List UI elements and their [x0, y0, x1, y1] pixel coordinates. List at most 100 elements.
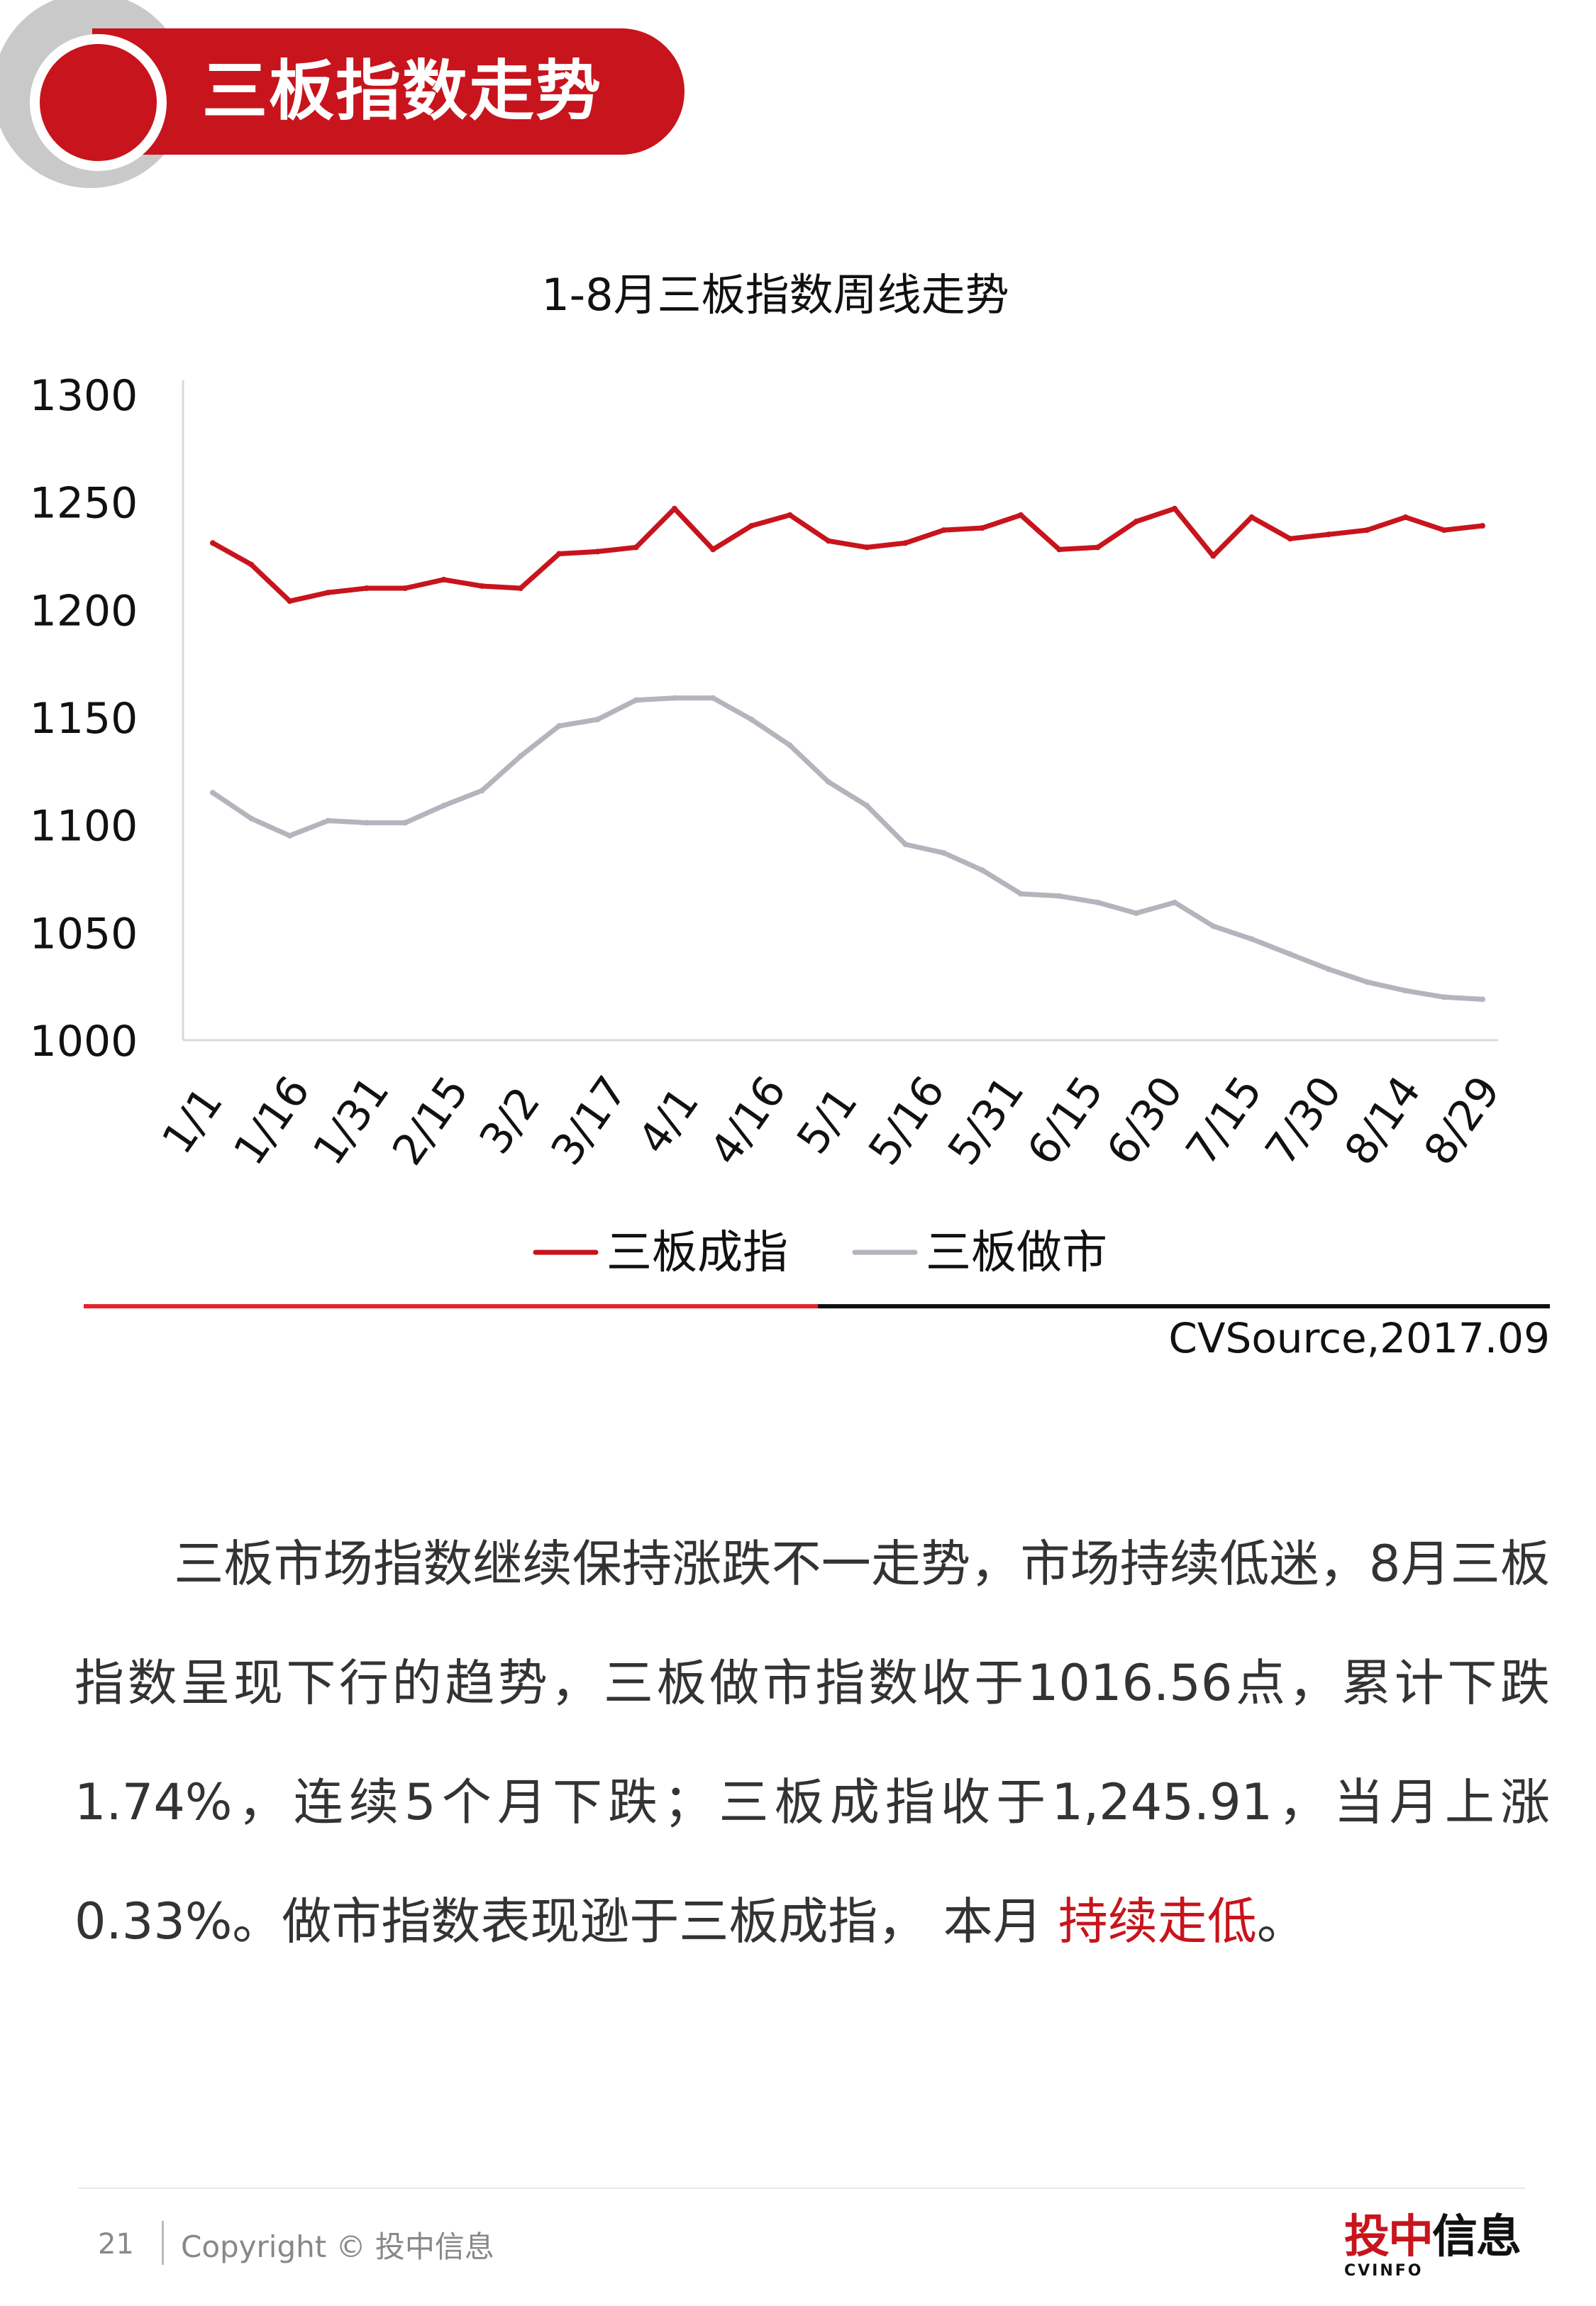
data-point	[1480, 523, 1485, 529]
y-tick-label: 1050	[30, 909, 138, 959]
x-tick-label: 1/16	[224, 1067, 320, 1174]
x-tick-label: 5/1	[787, 1078, 868, 1163]
chart-title: 1-8月三板指数周线走势	[541, 269, 1009, 321]
data-point	[1133, 518, 1139, 524]
data-point	[1287, 951, 1293, 957]
data-point	[1095, 899, 1101, 905]
data-point	[748, 523, 755, 529]
x-tick-label: 8/14	[1335, 1067, 1431, 1174]
data-point	[1402, 988, 1409, 994]
data-point	[979, 525, 985, 531]
data-point	[1018, 512, 1024, 518]
y-tick-label: 1150	[30, 694, 138, 744]
data-point	[1480, 996, 1485, 1003]
y-tick-label: 1250	[30, 479, 138, 529]
x-tick-label: 2/15	[383, 1067, 479, 1174]
data-point	[979, 867, 985, 873]
data-point	[1441, 527, 1447, 534]
section-header: 三板指数走势	[0, 0, 709, 188]
data-point	[710, 695, 716, 701]
chart-series	[210, 505, 1485, 1003]
chart-legend: 三板成指 三板做市	[533, 1227, 1107, 1279]
x-tick-label: 3/2	[470, 1078, 550, 1163]
data-point	[1095, 544, 1101, 551]
data-point	[325, 590, 331, 596]
data-point	[517, 585, 523, 591]
data-point	[1133, 910, 1139, 917]
source-note: CVSource,2017.09	[1168, 1314, 1550, 1362]
data-point	[1287, 536, 1293, 542]
data-point	[671, 695, 677, 701]
series-line-2	[210, 695, 1485, 1002]
x-tick-label: 7/15	[1177, 1067, 1273, 1174]
data-point	[248, 561, 255, 568]
data-point	[248, 815, 255, 822]
data-point	[287, 832, 293, 839]
data-point	[325, 817, 331, 824]
data-point	[825, 779, 831, 785]
data-point	[1248, 936, 1255, 942]
data-point	[825, 538, 831, 544]
data-point	[287, 598, 293, 605]
data-point	[1056, 546, 1063, 553]
data-point	[941, 850, 947, 856]
data-point	[864, 544, 870, 551]
x-tick-label: 6/30	[1097, 1067, 1193, 1174]
data-point	[556, 723, 563, 729]
data-point	[633, 544, 639, 551]
data-point	[210, 540, 216, 546]
data-point	[594, 717, 601, 723]
x-tick-label: 7/30	[1256, 1067, 1352, 1174]
logo-subtext: CVINFO	[1344, 2262, 1424, 2280]
data-point	[1248, 514, 1255, 520]
data-point	[864, 802, 870, 809]
data-point	[440, 576, 447, 583]
x-tick-label: 1/1	[153, 1078, 233, 1163]
y-tick-label: 1300	[30, 371, 138, 421]
data-point	[1402, 514, 1409, 520]
paragraph-highlight: 持续走低	[1058, 1892, 1257, 1951]
data-point	[1364, 527, 1370, 534]
y-tick-label: 1200	[30, 586, 138, 636]
data-point	[1018, 890, 1024, 897]
data-point	[1056, 893, 1063, 899]
data-point	[787, 512, 793, 518]
data-point	[1326, 531, 1332, 538]
data-point	[1441, 994, 1447, 1000]
data-point	[556, 551, 563, 557]
brand-logo: 投中信息 CVINFO	[1344, 2212, 1522, 2283]
divider-red	[84, 1304, 818, 1308]
line-chart: 1-8月三板指数周线走势 1000 1050 1100 1150 1200 1250 130…	[0, 241, 1596, 1377]
data-point	[671, 505, 677, 512]
data-point	[1210, 923, 1217, 929]
legend-label-2: 三板做市	[926, 1227, 1107, 1279]
chart-svg: 1-8月三板指数周线走势 1000 1050 1100 1150 1200 1250 130…	[30, 269, 1510, 1279]
x-tick-label: 3/17	[542, 1067, 638, 1174]
data-point	[402, 585, 409, 591]
chart-axes: 1000 1050 1100 1150 1200 1250 1300 1/11/161/312…	[30, 371, 1510, 1174]
data-point	[633, 697, 639, 703]
y-tick-label: 1000	[30, 1017, 138, 1066]
data-point	[479, 583, 485, 589]
x-tick-label: 1/31	[304, 1067, 399, 1174]
page-title: 三板指数走势	[202, 53, 603, 129]
x-tick-label: 4/16	[700, 1067, 796, 1174]
footer-divider	[78, 2188, 1525, 2189]
x-tick-label: 5/31	[938, 1067, 1034, 1174]
data-point	[210, 790, 216, 796]
logo-wordmark: 投中信息	[1344, 2211, 1522, 2263]
header-red-dot	[30, 34, 167, 171]
data-point	[363, 585, 370, 591]
data-point	[594, 548, 601, 555]
divider-black	[818, 1304, 1550, 1308]
legend-label-1: 三板成指	[606, 1227, 788, 1279]
x-tick-label: 5/16	[859, 1067, 955, 1174]
footer-copyright: Copyright © 投中信息	[181, 2229, 494, 2264]
data-point	[748, 717, 755, 723]
data-point	[1210, 553, 1217, 559]
series-line-1	[210, 506, 1485, 604]
paragraph-text: 三板市场指数继续保持涨跌不一走势，市场持续低迷，8月三板指数呈现下行的趋势，三板…	[74, 1535, 1550, 1951]
x-tick-label: 4/1	[629, 1078, 709, 1163]
x-tick-label: 8/29	[1414, 1067, 1510, 1174]
data-point	[710, 546, 716, 553]
